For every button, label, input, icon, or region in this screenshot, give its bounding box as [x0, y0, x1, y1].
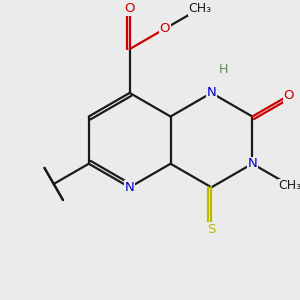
Text: H: H — [218, 63, 228, 76]
Text: S: S — [207, 223, 216, 236]
Text: N: N — [248, 157, 257, 170]
Text: CH₃: CH₃ — [279, 179, 300, 192]
Text: O: O — [124, 2, 135, 15]
Text: CH₃: CH₃ — [188, 2, 211, 15]
Text: O: O — [159, 22, 170, 35]
Text: N: N — [206, 86, 216, 99]
Text: N: N — [125, 181, 134, 194]
Text: O: O — [284, 89, 294, 102]
